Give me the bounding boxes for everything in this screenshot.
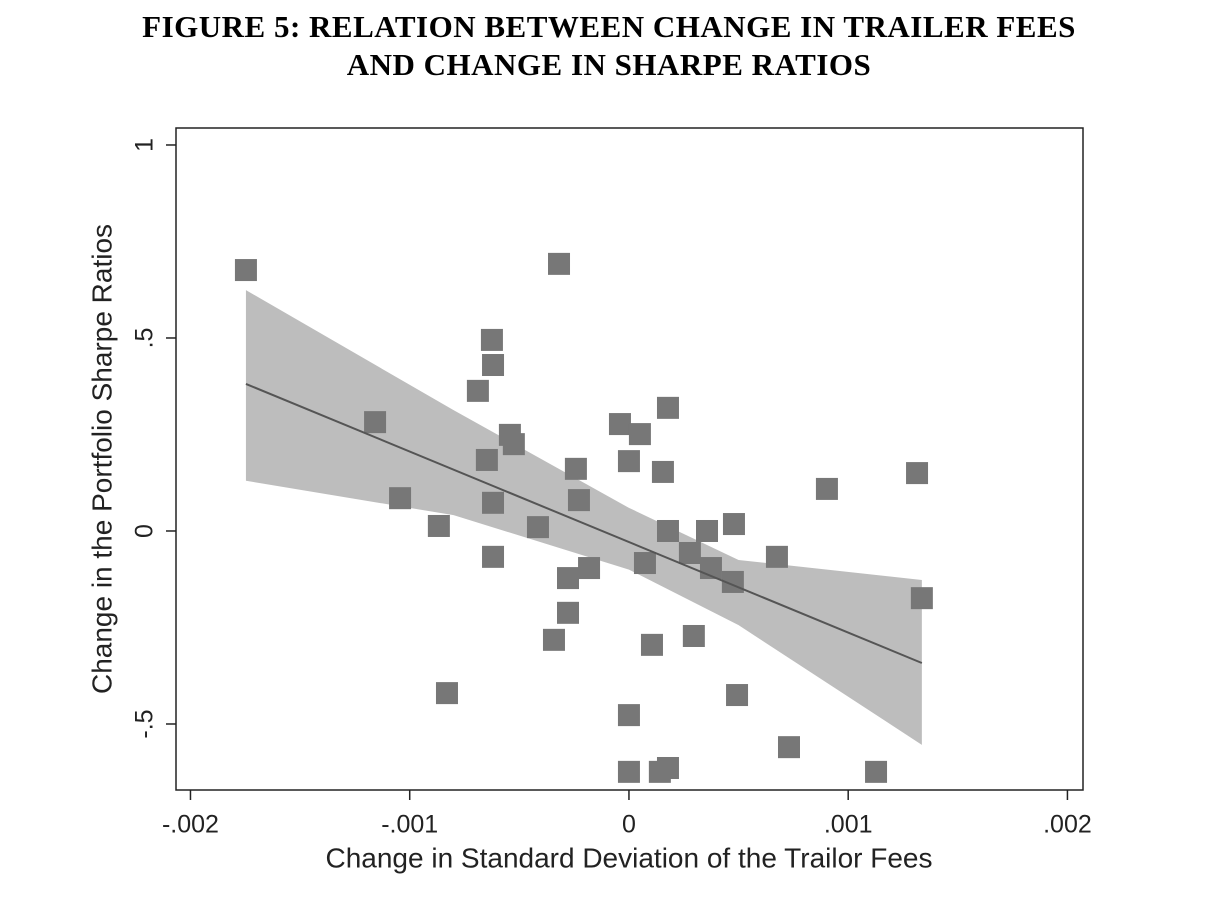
point bbox=[466, 379, 489, 402]
point bbox=[608, 413, 631, 436]
point bbox=[234, 259, 257, 282]
point bbox=[656, 756, 679, 779]
point bbox=[548, 252, 571, 275]
point bbox=[482, 491, 505, 514]
point bbox=[765, 545, 788, 568]
point bbox=[364, 411, 387, 434]
point bbox=[564, 457, 587, 480]
y-tick-label: .5 bbox=[131, 328, 159, 349]
y-tick-label: -.5 bbox=[131, 709, 159, 738]
point bbox=[526, 516, 549, 539]
point bbox=[651, 460, 674, 483]
point bbox=[865, 760, 888, 783]
point bbox=[502, 433, 525, 456]
point bbox=[480, 328, 503, 351]
x-tick-label: 0 bbox=[622, 811, 636, 839]
point bbox=[475, 448, 498, 471]
confidence-band bbox=[245, 290, 922, 745]
point bbox=[557, 567, 580, 590]
point bbox=[427, 514, 450, 537]
point bbox=[640, 633, 663, 656]
point bbox=[633, 552, 656, 575]
point bbox=[542, 628, 565, 651]
point bbox=[682, 624, 705, 647]
y-axis-label: Change in the Portfolio Sharpe Ratios bbox=[86, 224, 117, 694]
x-tick-label: .002 bbox=[1043, 811, 1092, 839]
point bbox=[567, 489, 590, 512]
chart-title: FIGURE 5: RELATION BETWEEN CHANGE IN TRA… bbox=[0, 8, 1218, 84]
fit-line bbox=[245, 382, 923, 664]
point bbox=[557, 601, 580, 624]
x-axis-label: Change in Standard Deviation of the Trai… bbox=[325, 842, 932, 873]
point bbox=[910, 587, 933, 610]
point bbox=[389, 487, 412, 510]
point bbox=[482, 545, 505, 568]
title-line: FIGURE 5: RELATION BETWEEN CHANGE IN TRA… bbox=[142, 9, 1076, 44]
point bbox=[726, 684, 749, 707]
point bbox=[435, 682, 458, 705]
point bbox=[628, 423, 651, 446]
point bbox=[482, 354, 505, 377]
y-tick-label: 0 bbox=[131, 524, 159, 538]
point bbox=[617, 760, 640, 783]
point bbox=[617, 450, 640, 473]
point bbox=[617, 704, 640, 727]
point bbox=[906, 462, 929, 485]
point bbox=[777, 736, 800, 759]
point bbox=[656, 519, 679, 542]
point bbox=[696, 519, 719, 542]
title-line: AND CHANGE IN SHARPE RATIOS bbox=[346, 47, 872, 82]
x-tick-label: .001 bbox=[824, 811, 873, 839]
y-tick-label: 1 bbox=[131, 138, 159, 152]
point bbox=[722, 513, 745, 536]
point bbox=[578, 557, 601, 580]
point bbox=[678, 541, 701, 564]
point bbox=[815, 477, 838, 500]
x-tick-label: -.001 bbox=[381, 811, 438, 839]
point bbox=[656, 396, 679, 419]
x-tick-label: -.002 bbox=[162, 811, 219, 839]
